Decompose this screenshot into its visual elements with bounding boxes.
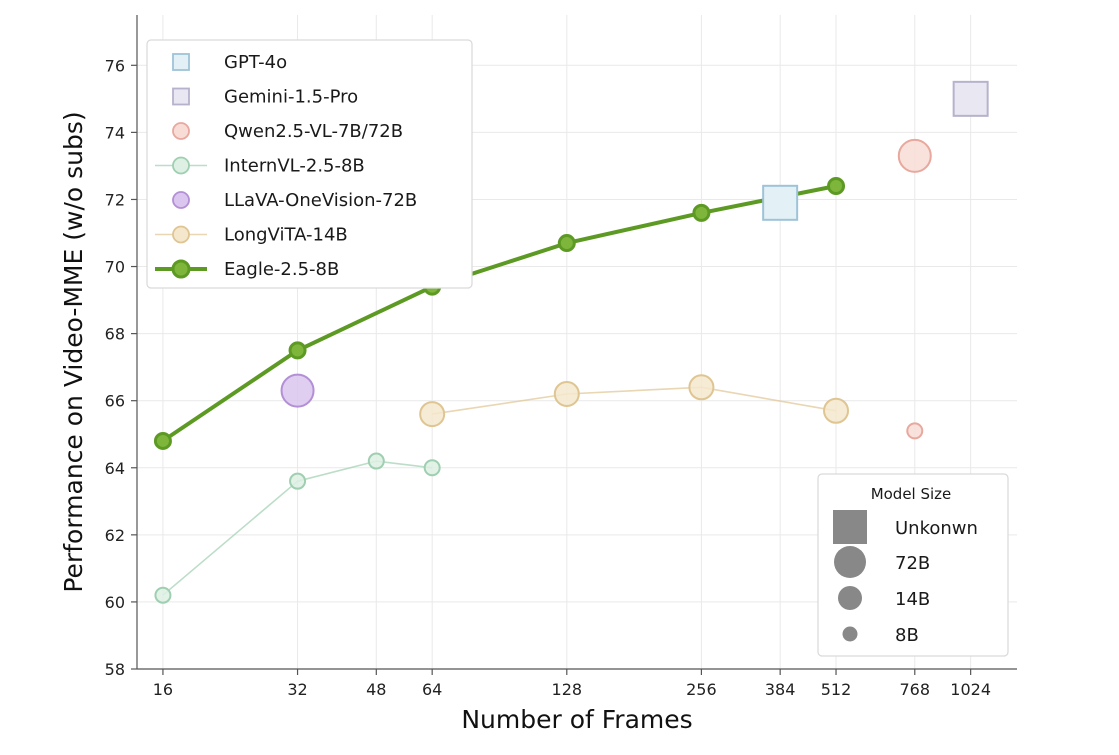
series-line: [161, 184, 837, 443]
y-tick-labels: 58 60 62 64 66 68 70 72 74 76: [105, 56, 137, 679]
x-tick-label: 64: [422, 680, 442, 699]
data-point: [557, 234, 576, 253]
x-tick-labels: 16 32 48 64 128 256 384 512 768 1024: [153, 669, 991, 699]
x-axis-title: Number of Frames: [461, 705, 692, 734]
y-tick-label: 74: [105, 123, 125, 142]
series-line: [162, 460, 433, 596]
legend-marker: [172, 53, 190, 71]
data-point: [827, 177, 846, 196]
size-marker: [834, 546, 866, 578]
y-tick-label: 64: [105, 459, 125, 478]
series-markers: [153, 80, 989, 604]
legend-marker: [172, 191, 190, 209]
legend-label: InternVL-2.5-8B: [224, 156, 365, 177]
x-tick-label: 512: [821, 680, 852, 699]
y-tick-label: 60: [105, 593, 125, 612]
x-tick-label: 256: [686, 680, 717, 699]
y-tick-label: 70: [105, 258, 125, 277]
x-tick-label: 16: [153, 680, 173, 699]
legend-marker: [172, 122, 190, 140]
x-tick-label: 128: [552, 680, 583, 699]
data-point: [367, 452, 385, 470]
x-tick-label: 1024: [950, 680, 991, 699]
series-line: [432, 386, 837, 415]
data-point: [153, 431, 172, 450]
data-point: [692, 203, 711, 222]
data-point: [154, 586, 172, 604]
data-point: [553, 380, 580, 407]
legend-label: GPT-4o: [224, 52, 287, 73]
data-point: [688, 374, 715, 401]
y-tick-label: 66: [105, 392, 125, 411]
size-legend-label: 72B: [895, 553, 930, 574]
size-legend-title: Model Size: [871, 485, 952, 503]
y-axis-title: Performance on Video-MME (w/o subs): [59, 111, 88, 592]
x-tick-label: 32: [287, 680, 307, 699]
y-tick-label: 62: [105, 526, 125, 545]
legend-marker: [172, 156, 190, 175]
axes: [136, 15, 1017, 670]
size-legend-label: 8B: [895, 625, 919, 646]
data-point: [952, 80, 989, 117]
legend-marker: [172, 225, 190, 244]
data-point: [289, 472, 307, 490]
legend-label: Qwen2.5-VL-7B/72B: [224, 121, 403, 142]
data-point: [280, 373, 315, 408]
data-point: [423, 459, 441, 477]
size-marker: [842, 626, 858, 642]
x-tick-label: 384: [765, 680, 796, 699]
legend-marker: [171, 259, 191, 279]
legend-label: Eagle-2.5-8B: [224, 259, 339, 280]
data-point: [762, 184, 799, 221]
data-point: [823, 397, 850, 424]
x-tick-label: 48: [366, 680, 386, 699]
legend-frame: [146, 39, 473, 289]
model-size-legend: Model Size Unkonwn 72B 14B 8B: [817, 473, 1009, 657]
size-marker: [833, 510, 867, 544]
series-legend: GPT-4o Gemini-1.5-Pro Qwen2.5-VL-7B/72B Int…: [146, 39, 473, 289]
y-tick-label: 68: [105, 325, 125, 344]
legend-label: LongViTA-14B: [224, 225, 348, 246]
size-legend-label: Unkonwn: [895, 518, 978, 539]
series-lines: [161, 184, 837, 596]
y-tick-label: 72: [105, 190, 125, 209]
data-point: [897, 138, 932, 173]
data-point: [419, 401, 446, 428]
legend-label: LLaVA-OneVision-72B: [224, 190, 417, 211]
legend-label: Gemini-1.5-Pro: [224, 87, 358, 108]
y-tick-label: 76: [105, 56, 125, 75]
y-tick-label: 58: [105, 660, 125, 679]
data-point: [906, 422, 924, 440]
size-marker: [838, 586, 862, 610]
legend-marker: [172, 87, 190, 106]
x-tick-label: 768: [900, 680, 931, 699]
data-point: [288, 341, 307, 360]
size-legend-label: 14B: [895, 589, 930, 610]
